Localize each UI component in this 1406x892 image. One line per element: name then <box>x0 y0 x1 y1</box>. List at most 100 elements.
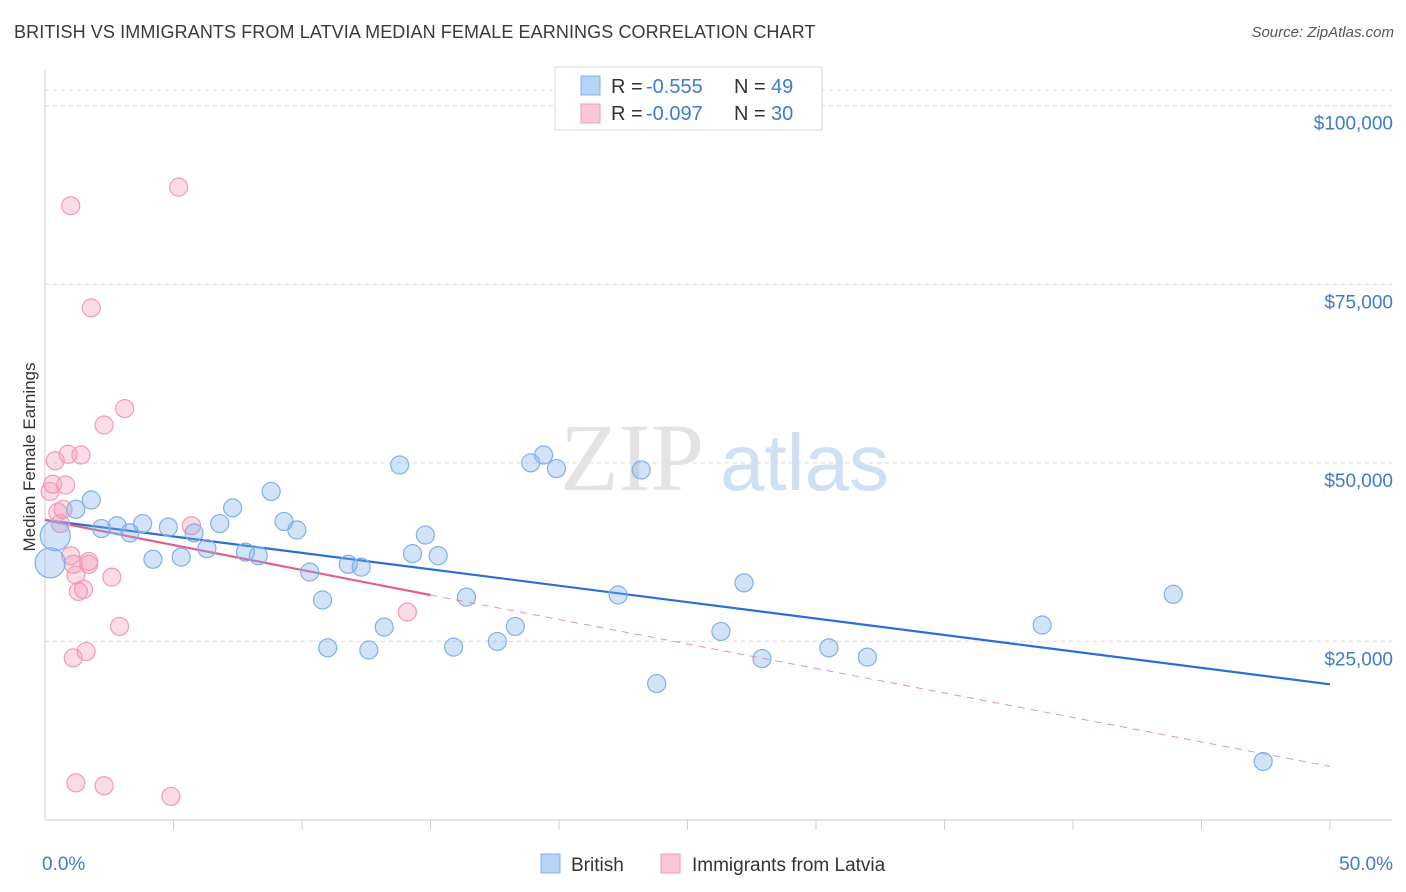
latvia-trend-extension <box>430 594 1331 767</box>
stats-legend: R = -0.555 N = 49 R = -0.097 N = 30 <box>554 66 823 131</box>
british-point <box>752 648 772 669</box>
x-tick-label-max: 50.0% <box>1339 854 1393 875</box>
british-point <box>608 585 628 605</box>
y-tick-labels: $25,000 $50,000 $75,000 $100,000 <box>1314 114 1393 671</box>
british-point <box>402 543 423 564</box>
latvia-point <box>71 445 91 465</box>
y-tick-label: $25,000 <box>1324 649 1393 670</box>
latvia-point <box>61 196 81 216</box>
british-points <box>34 445 1273 772</box>
british-point <box>197 538 217 559</box>
legend-swatch-latvia <box>580 103 601 124</box>
british-point <box>34 547 66 579</box>
british-point <box>171 547 191 567</box>
british-point <box>66 499 86 519</box>
british-point <box>120 523 140 543</box>
legend-n-value-british: 49 <box>771 76 793 98</box>
british-point <box>351 557 371 577</box>
legend-swatch-british <box>580 75 601 96</box>
y-tick-label: $50,000 <box>1324 471 1393 492</box>
latvia-point <box>48 502 68 522</box>
british-point <box>184 523 204 543</box>
british-point <box>533 445 554 465</box>
legend-r-label-latvia: R = <box>611 103 643 125</box>
latvia-point <box>79 551 99 572</box>
bottom-legend-swatch-latvia <box>660 853 681 874</box>
watermark: ZIP atlas <box>560 404 889 511</box>
latvia-point <box>169 177 189 197</box>
british-point <box>287 520 307 540</box>
legend-r-label-british: R = <box>611 76 643 98</box>
y-axis-title: Median Female Earnings <box>20 363 39 552</box>
british-point <box>546 458 567 479</box>
british-point <box>390 455 410 475</box>
british-point <box>857 647 878 667</box>
british-point <box>210 513 230 534</box>
latvia-point <box>55 475 76 495</box>
latvia-point <box>94 776 114 796</box>
legend-n-label-latvia: N = <box>734 103 766 125</box>
british-point <box>647 673 667 694</box>
british-point <box>444 637 464 657</box>
british-point <box>359 640 379 660</box>
british-point <box>143 549 163 569</box>
y-tick-label: $100,000 <box>1314 114 1393 135</box>
british-point <box>505 616 525 637</box>
latvia-point <box>102 567 122 587</box>
x-tick-label-min: 0.0% <box>42 854 85 875</box>
source-label: Source: ZipAtlas.com <box>1251 24 1394 41</box>
british-point <box>261 481 281 502</box>
latvia-point <box>109 616 130 637</box>
british-point <box>415 525 435 545</box>
watermark-atlas: atlas <box>720 418 889 507</box>
british-point <box>133 513 153 534</box>
legend-r-value-latvia: -0.097 <box>646 103 703 125</box>
british-point <box>1163 584 1183 604</box>
british-point <box>819 638 839 658</box>
british-point <box>158 517 178 537</box>
y-tick-label: $75,000 <box>1324 292 1393 313</box>
watermark-zip: ZIP <box>560 404 704 511</box>
latvia-point <box>161 786 181 807</box>
legend-r-value-british: -0.555 <box>646 76 703 98</box>
bottom-legend-latvia: Immigrants from Latvia <box>692 855 886 876</box>
chart-title: BRITISH VS IMMIGRANTS FROM LATVIA MEDIAN… <box>14 22 816 42</box>
latvia-point <box>50 513 71 534</box>
latvia-point <box>73 579 94 599</box>
latvia-point <box>66 773 86 793</box>
bottom-legend-british: British <box>571 855 624 876</box>
latvia-points <box>40 177 417 807</box>
british-point <box>91 518 112 539</box>
british-point <box>428 546 448 566</box>
british-point <box>487 631 507 652</box>
latvia-point <box>397 602 417 622</box>
british-point <box>300 562 320 582</box>
legend-n-value-latvia: 30 <box>771 103 793 125</box>
british-point <box>312 590 333 610</box>
latvia-point <box>94 415 114 435</box>
british-point <box>631 460 651 480</box>
british-point <box>1253 751 1273 772</box>
british-point <box>81 490 101 510</box>
latvia-point <box>81 298 101 318</box>
latvia-point <box>115 398 135 419</box>
axes <box>44 70 1392 830</box>
british-point <box>318 638 338 658</box>
bottom-legend-swatch-british <box>540 853 561 874</box>
x-tick-labels: 0.0% 50.0% <box>42 854 1393 875</box>
british-point <box>734 573 754 593</box>
british-point <box>235 542 256 562</box>
british-point <box>711 621 731 642</box>
british-point <box>456 587 477 607</box>
british-point <box>374 617 394 637</box>
legend-n-label-british: N = <box>734 76 766 98</box>
british-trend-line <box>44 518 1331 686</box>
series-legend: British Immigrants from Latvia <box>540 853 886 876</box>
british-point <box>223 498 243 518</box>
british-point <box>39 520 71 552</box>
british-point <box>1032 615 1052 635</box>
british-point <box>248 546 268 566</box>
latvia-point <box>76 641 96 662</box>
latvia-point <box>181 516 202 536</box>
